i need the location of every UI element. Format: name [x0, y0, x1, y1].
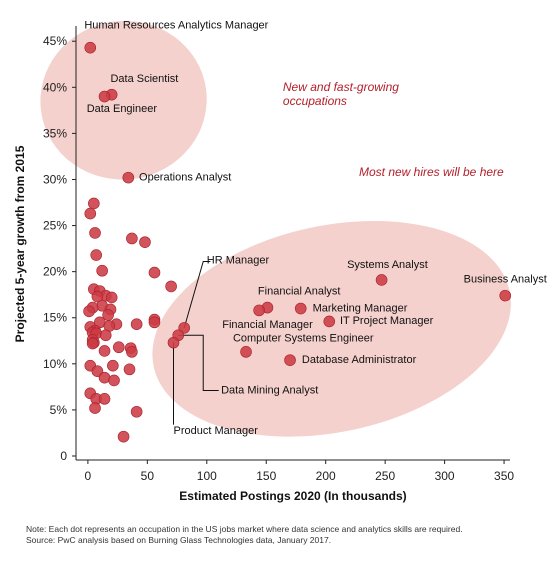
leader-line	[183, 261, 211, 329]
scatter-point	[99, 329, 112, 342]
point-label-data-scientist: Data Scientist	[110, 73, 178, 85]
scatter-point	[86, 337, 99, 350]
scatter-point	[126, 346, 138, 358]
scatter-point	[91, 290, 104, 303]
y-tick-label: 10%	[43, 357, 67, 371]
point-label-database-administrator: Database Administrator	[302, 354, 417, 366]
point-label-business-analyst: Business Analyst	[464, 274, 547, 286]
chart-footnote: Note: Each dot represents an occupation …	[26, 524, 546, 546]
x-tick-label: 100	[197, 469, 217, 483]
y-tick-label: 45%	[43, 34, 67, 48]
footnote-note: Note: Each dot represents an occupation …	[26, 524, 463, 534]
scatter-point	[148, 316, 161, 329]
x-tick-label: 200	[316, 469, 336, 483]
y-tick-label: 5%	[50, 403, 68, 417]
y-axis-title: Projected 5-year growth from 2015	[13, 145, 27, 342]
y-tick-label: 25%	[43, 219, 67, 233]
point-label-product-manager: Product Manager	[174, 425, 259, 437]
scatter-point	[89, 402, 101, 414]
leader-line	[178, 334, 219, 392]
scatter-point	[84, 207, 97, 220]
scatter-point-human-resources-analytics-manager	[84, 41, 97, 54]
footnote-source: Source: PwC analysis based on Burning Gl…	[26, 535, 332, 545]
x-tick-label: 300	[435, 469, 455, 483]
scatter-point	[139, 236, 151, 248]
scatter-point	[130, 405, 143, 418]
scatter-point-computer-systems-engineer	[240, 346, 252, 358]
scatter-point-data-engineer	[98, 90, 111, 103]
scatter-chart: 0 5% 10% 15% 20% 25% 30% 35% 40% 45% 0 50 100 150 200 2…	[13, 19, 547, 503]
scatter-point	[165, 280, 177, 293]
scatter-point	[89, 227, 101, 239]
scatter-point	[148, 266, 161, 279]
x-tick-label: 150	[256, 469, 276, 483]
scatter-point-marketing-manager	[294, 302, 307, 315]
point-label-data-engineer: Data Engineer	[87, 103, 158, 115]
point-label-marketing-manager: Marketing Manager	[313, 302, 408, 314]
x-tick-label: 50	[141, 469, 155, 483]
scatter-point	[107, 359, 119, 372]
scatter-point	[83, 305, 95, 318]
scatter-point	[88, 197, 100, 210]
scatter-point-systems-analyst	[375, 274, 388, 286]
y-tick-label: 0	[60, 449, 67, 463]
annotation-1-line-2: occupations	[283, 94, 347, 108]
annotation-2-line-1: Most new hires will be here	[359, 165, 504, 179]
y-tick-label: 30%	[43, 172, 67, 186]
point-label-it-project-manager: IT Project Manager	[340, 315, 434, 327]
scatter-point	[108, 374, 120, 387]
point-label-systems-analyst: Systems Analyst	[347, 259, 428, 271]
point-label-human-resources-analytics-manager: Human Resources Analytics Manager	[84, 19, 268, 31]
annotation-1-line-1: New and fast-growing	[283, 80, 399, 94]
point-label-computer-systems-engineer: Computer Systems Engineer	[233, 333, 374, 345]
scatter-point	[96, 264, 108, 277]
point-label-financial-manager: Financial Manager	[222, 319, 313, 331]
scatter-point-financial-manager	[253, 304, 265, 317]
scatter-point-operations-analyst	[122, 171, 135, 184]
highlight-ellipse-2	[152, 220, 511, 437]
point-label-hr-manager: HR Manager	[207, 254, 270, 266]
x-tick-label: 250	[375, 469, 395, 483]
scatter-point-business-analyst	[499, 289, 512, 302]
scatter-point	[126, 232, 138, 245]
scatter-point	[90, 249, 103, 261]
y-tick-label: 35%	[43, 126, 67, 140]
scatter-point	[117, 430, 130, 443]
x-tick-label: 0	[85, 469, 92, 483]
scatter-point	[98, 393, 111, 405]
scatter-point	[105, 291, 118, 304]
y-tick-label: 15%	[43, 311, 67, 325]
highlight-ellipse-1	[40, 20, 207, 180]
point-label-financial-analyst: Financial Analyst	[258, 286, 341, 298]
y-tick-label: 20%	[43, 265, 67, 279]
scatter-point	[123, 363, 136, 376]
x-tick-label: 350	[494, 469, 514, 483]
point-label-data-mining-analyst: Data Mining Analyst	[221, 384, 318, 396]
scatter-point	[98, 345, 111, 357]
point-label-operations-analyst: Operations Analyst	[139, 171, 231, 183]
x-axis-title: Estimated Postings 2020 (In thousands)	[179, 489, 406, 503]
y-tick-label: 40%	[43, 80, 67, 94]
scatter-point-product-manager	[167, 336, 180, 349]
scatter-point	[130, 318, 143, 330]
scatter-point	[113, 341, 125, 354]
scatter-point-it-project-manager	[323, 315, 336, 328]
scatter-point-database-administrator	[284, 354, 296, 366]
